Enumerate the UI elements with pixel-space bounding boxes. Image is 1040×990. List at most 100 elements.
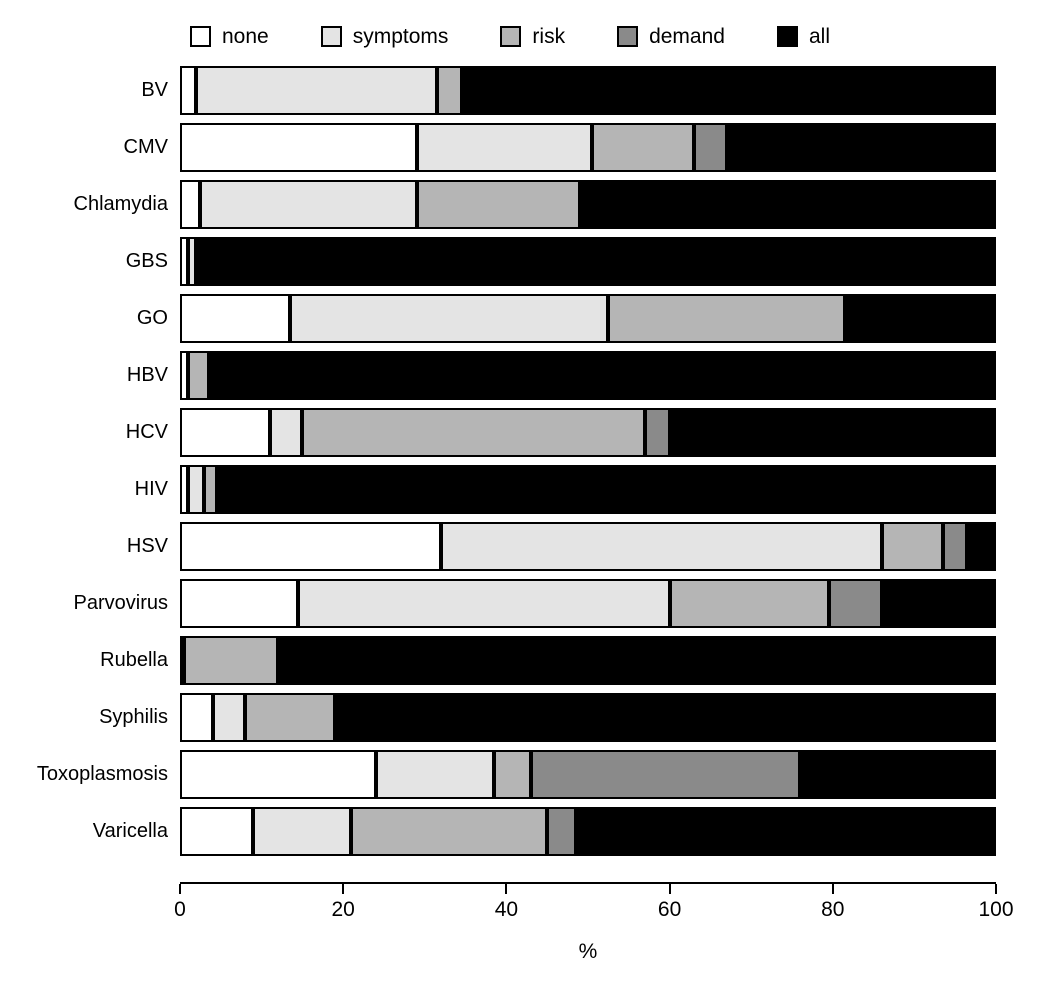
segment-none-cmv — [180, 123, 417, 172]
stacked-bar-hcv — [180, 408, 996, 457]
segment-demand-varicella — [547, 807, 576, 856]
x-axis-tick-20 — [342, 884, 345, 894]
segment-symptoms-cmv — [416, 123, 593, 172]
x-axis-tick-label-20: 20 — [331, 898, 355, 921]
legend-swatch-none — [190, 25, 211, 47]
segment-risk-go — [608, 294, 846, 343]
segment-none-toxoplasmosis — [180, 750, 376, 799]
stacked-bar-syphilis — [180, 693, 996, 742]
legend-label-risk: risk — [532, 24, 566, 48]
x-axis-tick-label-0: 0 — [174, 898, 186, 921]
chart-plot-area: BV CMV Chlamydia GBS GO HBV HCV HIV HSV Parvoviru… — [0, 62, 1040, 860]
segment-demand-go — [845, 294, 850, 343]
stacked-bar-go — [180, 294, 996, 343]
legend-item-all: all — [776, 24, 830, 48]
x-axis-tick-label-40: 40 — [494, 898, 519, 921]
bar-row-hcv: HCV — [0, 404, 1040, 461]
stacked-bar-chlamydia — [180, 180, 996, 229]
category-label-varicella: Varicella — [92, 820, 168, 842]
x-axis-tick-label-60: 60 — [657, 898, 682, 921]
x-axis-tick-80 — [831, 884, 834, 894]
segment-symptoms-hiv — [188, 465, 205, 514]
bar-row-parvovirus: Parvovirus — [0, 575, 1040, 632]
x-axis: 0 20 40 60 80 100 — [174, 882, 1014, 921]
segment-none-hbv — [180, 351, 189, 400]
segment-symptoms-hsv — [441, 522, 882, 571]
legend-label-symptoms: symptoms — [352, 24, 449, 48]
segment-none-hiv — [180, 465, 189, 514]
x-axis-tick-label-100: 100 — [978, 898, 1014, 921]
segment-demand-cmv — [694, 123, 727, 172]
x-axis-tick-100 — [995, 884, 997, 894]
stacked-bar-varicella — [180, 807, 996, 856]
segment-risk-hsv — [881, 522, 943, 571]
segment-none-gbs — [180, 237, 189, 286]
segment-none-chlamydia — [180, 180, 201, 229]
segment-all-chlamydia — [583, 180, 996, 229]
x-axis-tick-0 — [179, 884, 181, 894]
segment-none-hcv — [180, 408, 270, 457]
segment-symptoms-gbs — [188, 237, 197, 286]
category-label-hcv: HCV — [125, 421, 168, 443]
segment-none-hsv — [180, 522, 442, 571]
bar-row-go: GO — [0, 290, 1040, 347]
segment-risk-hiv — [204, 465, 217, 514]
segment-symptoms-chlamydia — [200, 180, 417, 229]
stacked-bar-cmv — [180, 123, 996, 172]
segment-risk-hcv — [302, 408, 646, 457]
bar-row-rubella: Rubella — [0, 632, 1040, 689]
bar-row-syphilis: Syphilis — [0, 689, 1040, 746]
segment-all-hcv — [669, 408, 996, 457]
legend-swatch-demand — [617, 25, 639, 47]
segment-all-cmv — [726, 123, 996, 172]
stacked-bar-rubella — [180, 636, 996, 685]
legend-label-demand: demand — [649, 24, 725, 48]
legend-item-risk: risk — [500, 24, 566, 48]
legend-item-none: none — [190, 25, 269, 47]
segment-none-varicella — [180, 807, 254, 856]
legend-label-all: all — [808, 24, 830, 48]
x-axis-tick-40 — [505, 884, 508, 894]
stacked-bar-bv — [180, 66, 996, 115]
stacked-bar-gbs — [180, 237, 996, 286]
category-label-chlamydia: Chlamydia — [73, 193, 168, 215]
bar-row-chlamydia: Chlamydia — [0, 176, 1040, 233]
x-axis-line: 0 20 40 60 80 100 — [174, 882, 1014, 921]
segment-none-go — [180, 294, 291, 343]
segment-none-syphilis — [180, 693, 213, 742]
segment-risk-varicella — [351, 807, 548, 856]
segment-all-hiv — [216, 465, 996, 514]
legend-item-symptoms: symptoms — [320, 24, 449, 48]
stacked-bar-toxoplasmosis — [180, 750, 996, 799]
chart-legend: none symptoms risk demand all — [0, 0, 1040, 60]
category-label-toxoplasmosis: Toxoplasmosis — [36, 763, 168, 785]
bar-row-hsv: HSV — [0, 518, 1040, 575]
x-axis-title: % — [578, 940, 598, 963]
segment-risk-chlamydia — [416, 180, 580, 229]
segment-none-rubella — [180, 636, 185, 685]
segment-all-syphilis — [339, 693, 996, 742]
category-label-rubella: Rubella — [100, 649, 168, 671]
segment-demand-syphilis — [335, 693, 340, 742]
x-axis-tick-label-80: 80 — [821, 898, 845, 921]
category-label-bv: BV — [141, 79, 168, 101]
stacked-bar-hbv — [180, 351, 996, 400]
segment-symptoms-toxoplasmosis — [375, 750, 495, 799]
segment-risk-syphilis — [245, 693, 335, 742]
segment-symptoms-go — [290, 294, 609, 343]
segment-demand-toxoplasmosis — [530, 750, 801, 799]
bar-row-toxoplasmosis: Toxoplasmosis — [0, 746, 1040, 803]
stacked-bar-hsv — [180, 522, 996, 571]
x-axis-tick-60 — [668, 884, 671, 894]
category-label-go: GO — [136, 307, 168, 329]
legend-item-demand: demand — [617, 24, 725, 48]
segment-all-varicella — [575, 807, 996, 856]
segment-none-parvovirus — [180, 579, 299, 628]
segment-all-gbs — [196, 237, 996, 286]
bar-row-cmv: CMV — [0, 119, 1040, 176]
bar-row-bv: BV — [0, 62, 1040, 119]
category-label-hbv: HBV — [126, 364, 168, 386]
segment-risk-hbv — [188, 351, 209, 400]
segment-risk-bv — [437, 66, 462, 115]
